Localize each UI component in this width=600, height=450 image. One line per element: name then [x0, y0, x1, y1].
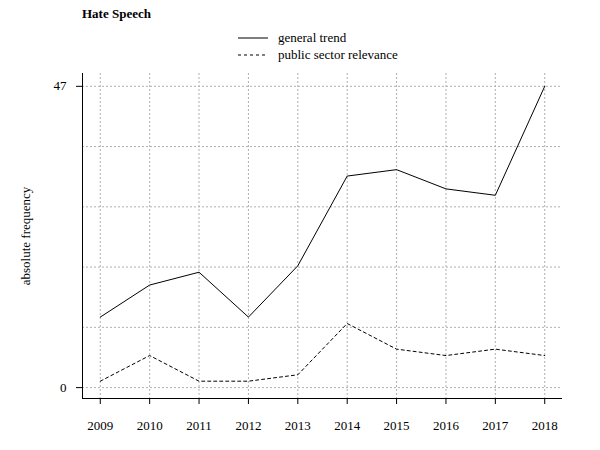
svg-text:2015: 2015	[384, 418, 410, 433]
svg-text:47: 47	[54, 78, 68, 93]
html-text:general trend: general trend	[278, 30, 347, 45]
svg-text:2013: 2013	[285, 418, 311, 433]
svg-text:2016: 2016	[433, 418, 460, 433]
svg-text:2011: 2011	[186, 418, 212, 433]
svg-text:0: 0	[60, 380, 67, 395]
html-text:Hate Speech: Hate Speech	[82, 6, 151, 21]
svg-text:2010: 2010	[137, 418, 163, 433]
svg-text:2018: 2018	[532, 418, 558, 433]
svg-text:absolute frequency: absolute frequency	[18, 186, 33, 285]
svg-text:2014: 2014	[334, 418, 361, 433]
svg-text:2012: 2012	[235, 418, 261, 433]
svg-text:2017: 2017	[482, 418, 509, 433]
svg-text:2009: 2009	[87, 418, 113, 433]
html-text:public sector relevance: public sector relevance	[278, 47, 398, 62]
